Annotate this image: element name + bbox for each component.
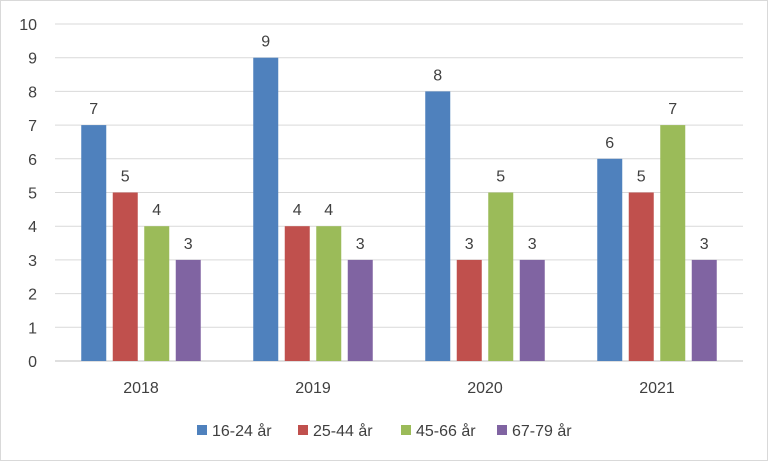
data-label: 3 [528,236,537,253]
bar [691,259,717,361]
y-tick-label: 3 [28,253,37,270]
y-tick-label: 7 [28,118,37,135]
legend-label: 45-66 år [416,422,476,440]
x-tick-label: 2018 [123,380,159,397]
bar [253,57,279,361]
bar [488,192,514,361]
bar [284,226,310,361]
data-label: 8 [433,67,442,84]
legend-label: 25-44 år [313,422,373,440]
bar [144,226,170,361]
data-label: 3 [700,236,709,253]
y-tick-label: 8 [28,84,37,101]
data-label: 3 [356,236,365,253]
data-label: 4 [324,202,333,219]
data-label: 5 [496,169,505,186]
y-tick-label: 10 [19,17,37,34]
data-label: 3 [184,236,193,253]
data-label: 9 [261,34,270,51]
bar [112,192,138,361]
y-tick-label: 5 [28,186,37,203]
bar [597,158,623,361]
y-tick-label: 0 [28,354,37,371]
bar [660,125,686,361]
legend-swatch [401,425,411,435]
legend-label: 67-79 år [512,422,572,440]
y-tick-label: 6 [28,152,37,169]
x-tick-label: 2019 [295,380,331,397]
legend-swatch [497,425,507,435]
bar [425,91,451,362]
data-label: 7 [668,101,677,118]
legend-swatch [197,425,207,435]
data-label: 6 [605,135,614,152]
bar [81,125,107,361]
y-tick-label: 1 [28,320,37,337]
data-label: 7 [89,101,98,118]
x-tick-label: 2021 [639,380,675,397]
x-tick-label: 2020 [467,380,503,397]
y-tick-label: 9 [28,51,37,68]
data-label: 5 [637,169,646,186]
bar [628,192,654,361]
y-tick-label: 2 [28,287,37,304]
legend-swatch [298,425,308,435]
legend-label: 16-24 år [212,422,272,440]
bar [175,259,201,361]
data-label: 4 [293,202,302,219]
bar [519,259,545,361]
data-label: 3 [465,236,474,253]
bar [316,226,342,361]
data-label: 4 [152,202,161,219]
bar [456,259,482,361]
data-label: 5 [121,169,130,186]
bar [347,259,373,361]
y-tick-label: 4 [28,219,37,236]
